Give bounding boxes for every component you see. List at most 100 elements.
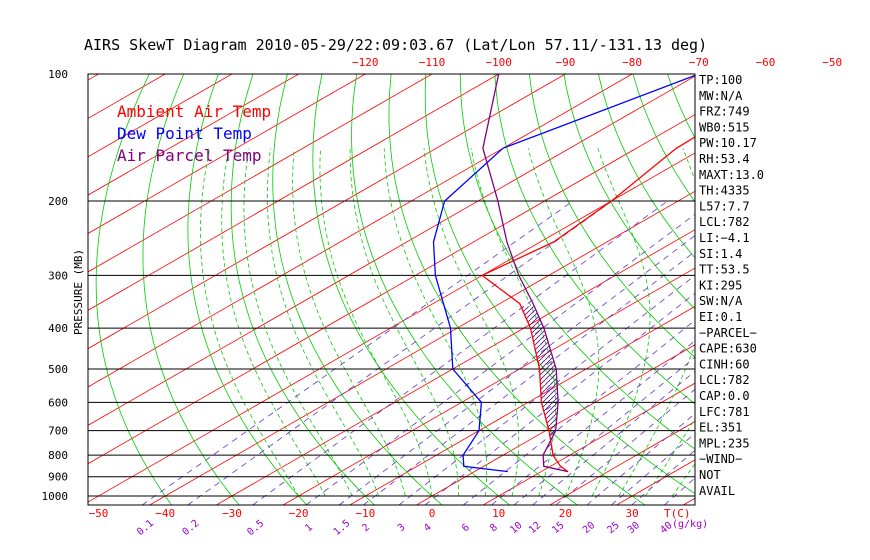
stat-line: MW:N/A [699, 89, 743, 103]
mixing-ratio-label: (g/kg) [672, 519, 708, 530]
mixing-ratio-tick-label: 30 [626, 520, 642, 536]
moist-adiabat-line [470, 148, 556, 497]
mixing-ratio-tick-label: 4 [422, 522, 434, 534]
stat-line: L57:7.7 [699, 199, 750, 213]
stat-line: CAPE:630 [699, 342, 757, 356]
mixing-ratio-line [631, 449, 695, 505]
mixing-ratio-tick-label: 15 [550, 520, 566, 536]
cape-hatch-area [520, 306, 559, 451]
stat-line: −WIND− [699, 452, 742, 466]
mixing-ratio-line [187, 200, 613, 505]
x-axis-label: T(C) [664, 507, 691, 520]
stat-line: MAXT:13.0 [699, 168, 764, 182]
isotherm-line [817, 74, 870, 505]
mixing-ratio-tick-label: 0.1 [135, 518, 156, 538]
stat-line: CAP:0.0 [699, 389, 750, 403]
mixing-ratio-line [555, 388, 695, 505]
moist-adiabat-line [349, 148, 460, 497]
dry-adiabat-line [459, 74, 695, 450]
top-temp-tick-label: −100 [485, 56, 512, 69]
moist-adiabat-line [267, 148, 379, 497]
pressure-tick-label: 600 [48, 396, 68, 409]
stat-line: SI:1.4 [699, 247, 742, 261]
bottom-temp-tick-label: −20 [289, 507, 309, 520]
legend-entry: Air Parcel Temp [117, 146, 262, 165]
moist-adiabat-line [383, 148, 488, 497]
chart-title: AIRS SkewT Diagram 2010-05-29/22:09:03.6… [84, 36, 707, 54]
cape-hatch [520, 306, 559, 451]
series-line-air-parcel-temp [482, 74, 569, 473]
y-axis-label: PRESSURE (MB) [72, 249, 85, 335]
top-temp-tick-label: −110 [419, 56, 446, 69]
stat-line: EI:0.1 [699, 310, 742, 324]
pressure-tick-label: 300 [48, 269, 68, 282]
isotherm-line [88, 74, 499, 311]
mixing-ratio-line [611, 432, 695, 505]
isotherm-line [88, 74, 299, 196]
dry-adiabat-line [388, 74, 646, 505]
dry-adiabat-line [142, 74, 240, 505]
moist-adiabat-line [199, 148, 299, 497]
moist-adiabat-line [423, 148, 520, 497]
series-lines [432, 74, 695, 473]
legend-entry: Ambient Air Temp [117, 102, 271, 121]
stat-line: WB0:515 [699, 120, 750, 134]
mixing-ratio-tick-labels: 0.1 0.2 0.5 1 1.5 2 3 4 6 8 10 12 15 20 25 30 40 [135, 518, 675, 538]
top-temp-tick-label: −50 [822, 56, 842, 69]
isotherm-line [282, 267, 695, 505]
dry-adiabat-line [187, 74, 308, 505]
isotherm-line [88, 74, 566, 350]
dry-adiabat-line [312, 74, 510, 505]
bottom-temp-tick-label: 20 [559, 507, 572, 520]
stat-line: RH:53.4 [699, 152, 750, 166]
pressure-tick-labels: 100 200 300 400 500 600 700 800 900 1000 [42, 68, 69, 503]
mixing-ratio-tick-label: 1.5 [332, 518, 353, 538]
stat-line: KI:295 [699, 278, 742, 292]
stat-line: LCL:782 [699, 373, 750, 387]
mixing-ratio-tick-label: 3 [396, 522, 408, 534]
pressure-tick-label: 900 [48, 471, 68, 484]
stat-line: CINH:60 [699, 357, 750, 371]
isotherm-line [88, 152, 695, 503]
pressure-tick-label: 400 [48, 322, 68, 335]
mixing-ratio-tick-label: 0.5 [245, 518, 266, 538]
isotherm-line [750, 74, 870, 505]
moist-adiabat-line [292, 148, 406, 497]
stat-line: SW:N/A [699, 294, 743, 308]
dry-adiabat-line [667, 74, 695, 139]
stat-line: FRZ:749 [699, 105, 750, 119]
isotherm-line [549, 421, 695, 505]
moist-adiabat-line [319, 148, 433, 497]
stat-line: LFC:781 [699, 405, 750, 419]
mixing-ratio-line [463, 319, 695, 505]
stat-line: TP:100 [699, 73, 742, 87]
isotherm-line [88, 74, 633, 388]
mixing-ratio-line [338, 235, 695, 505]
mixing-ratio-tick-label: 10 [508, 520, 524, 536]
dry-adiabat-line [598, 74, 695, 259]
isotherm-line [216, 229, 695, 505]
bottom-temp-tick-label: 30 [625, 507, 638, 520]
bottom-temp-tick-label: −30 [222, 507, 242, 520]
top-temp-tick-labels: −120−110−100−90−80−70−60−50−40 [352, 56, 842, 69]
stat-line: −PARCEL− [699, 326, 757, 340]
bottom-temp-tick-label: 10 [492, 507, 505, 520]
mixing-ratio-tick-label: 6 [460, 522, 472, 534]
mixing-ratio-tick-label: 2 [360, 522, 372, 534]
dry-adiabat-line [840, 74, 870, 505]
mixing-ratio-tick-label: 1 [303, 522, 315, 534]
stat-line: TT:53.5 [699, 263, 750, 277]
top-temp-tick-label: −70 [689, 56, 709, 69]
mixing-ratio-line [252, 200, 668, 505]
isotherm-line [349, 305, 695, 505]
stat-line: AVAIL [699, 484, 735, 498]
plot-frame [87, 73, 696, 506]
mixing-ratio-tick-label: 25 [605, 520, 621, 536]
dry-adiabat-line [771, 74, 870, 505]
top-temp-tick-label: −120 [352, 56, 379, 69]
mixing-ratio-tick-label: 0.2 [180, 518, 201, 538]
moist-adiabat-line [243, 148, 353, 497]
pressure-tick-label: 200 [48, 195, 68, 208]
